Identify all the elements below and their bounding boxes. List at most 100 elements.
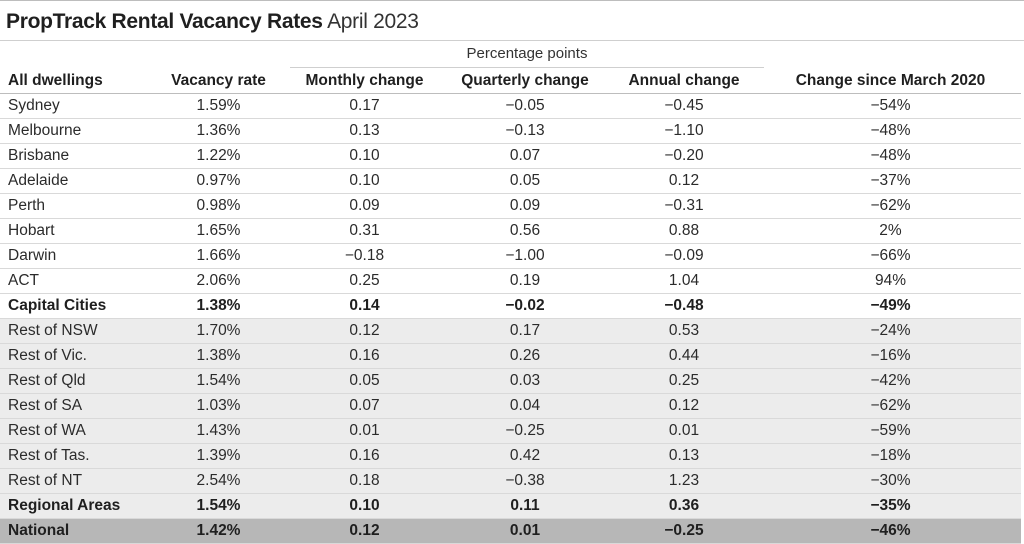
cell-vacancy-rate: 2.06%	[196, 272, 241, 289]
title-divider	[0, 40, 1024, 41]
vacancy-table: All dwellings Vacancy rate Monthly chang…	[0, 68, 1021, 544]
cell-monthly-change: 0.10	[349, 172, 380, 189]
cell-monthly-change: 0.05	[287, 368, 442, 394]
cell-change-since-2020: −37%	[870, 172, 911, 189]
cell-region: Rest of NSW	[0, 318, 150, 344]
cell-annual-change: 1.04	[668, 272, 700, 289]
cell-region: Melbourne	[8, 122, 82, 139]
cell-annual-change: 0.12	[668, 172, 700, 189]
cell-change-since-2020: −48%	[870, 122, 911, 139]
cell-change-since-2020: −59%	[760, 418, 1021, 444]
cell-change-since-2020: −42%	[760, 368, 1021, 394]
cell-annual-change: −0.48	[664, 297, 704, 314]
cell-vacancy-rate: 1.43%	[150, 418, 287, 444]
cell-annual-change: −0.09	[664, 247, 704, 264]
column-header-quarterly-change: Quarterly change	[442, 68, 608, 94]
cell-vacancy-rate: 1.54%	[150, 493, 287, 519]
cell-region: Rest of Qld	[0, 368, 150, 394]
cell-vacancy-rate: 1.38%	[150, 343, 287, 369]
cell-quarterly-change: −0.02	[505, 297, 545, 314]
cell-region: Brisbane	[8, 147, 70, 164]
cell-annual-change: 0.13	[608, 443, 760, 469]
cell-region: Hobart	[8, 222, 55, 239]
cell-change-since-2020: −18%	[760, 443, 1021, 469]
cell-change-since-2020: −30%	[760, 468, 1021, 494]
cell-quarterly-change: −0.13	[505, 122, 545, 139]
cell-monthly-change: 0.31	[349, 222, 380, 239]
column-header-monthly-change: Monthly change	[287, 68, 442, 94]
cell-region: Regional Areas	[0, 493, 150, 519]
cell-monthly-change: 0.09	[349, 197, 380, 214]
cell-quarterly-change: −0.25	[442, 418, 608, 444]
column-header-region: All dwellings	[0, 68, 150, 94]
title-bar: PropTrack Rental Vacancy Rates April 202…	[0, 0, 1024, 41]
cell-vacancy-rate: 1.54%	[150, 368, 287, 394]
cell-monthly-change: 0.12	[287, 518, 442, 544]
cell-change-since-2020: −16%	[760, 343, 1021, 369]
cell-change-since-2020: 94%	[874, 272, 907, 289]
table-row: National 1.42% 0.12 0.01 −0.25 −46%	[0, 518, 1021, 544]
cell-vacancy-rate: 1.39%	[150, 443, 287, 469]
column-header-vacancy-rate: Vacancy rate	[150, 68, 287, 94]
cell-vacancy-rate: 1.38%	[196, 297, 241, 314]
cell-change-since-2020: 2%	[879, 222, 902, 239]
table-row: Rest of WA 1.43% 0.01 −0.25 0.01 −59%	[0, 418, 1021, 444]
cell-monthly-change: 0.14	[349, 297, 380, 314]
cell-monthly-change: 0.16	[287, 343, 442, 369]
cell-region: Rest of Tas.	[0, 443, 150, 469]
cell-vacancy-rate: 1.66%	[196, 247, 241, 264]
cell-quarterly-change: 0.56	[509, 222, 541, 239]
cell-region: Darwin	[8, 247, 57, 264]
cell-change-since-2020: −24%	[760, 318, 1021, 344]
cell-region: Rest of NT	[0, 468, 150, 494]
cell-monthly-change: 0.10	[287, 493, 442, 519]
cell-annual-change: −0.45	[664, 97, 704, 114]
title-period: April 2023	[327, 10, 419, 33]
cell-vacancy-rate: 1.59%	[196, 97, 241, 114]
cell-monthly-change: 0.18	[287, 468, 442, 494]
cell-monthly-change: 0.10	[349, 147, 380, 164]
cell-change-since-2020: −48%	[870, 147, 911, 164]
cell-monthly-change: 0.16	[287, 443, 442, 469]
cell-change-since-2020: −46%	[760, 518, 1021, 544]
cell-quarterly-change: −0.05	[505, 97, 545, 114]
cell-annual-change: 0.25	[608, 368, 760, 394]
table-row: Hobart 1.65% 0.31 0.56 0.88 2%	[0, 219, 1021, 244]
cell-monthly-change: 0.25	[349, 272, 380, 289]
table-row: Darwin 1.66% −0.18 −1.00 −0.09 −66%	[0, 244, 1021, 269]
table-row: Melbourne 1.36% 0.13 −0.13 −1.10 −48%	[0, 119, 1021, 144]
cell-region: Perth	[8, 197, 46, 214]
group-header-percentage-points: Percentage points	[466, 45, 588, 62]
table-row: Adelaide 0.97% 0.10 0.05 0.12 −37%	[0, 169, 1021, 194]
table-row: Regional Areas 1.54% 0.10 0.11 0.36 −35%	[0, 493, 1021, 519]
cell-annual-change: 0.36	[608, 493, 760, 519]
cell-change-since-2020: −66%	[870, 247, 911, 264]
cell-monthly-change: 0.01	[287, 418, 442, 444]
group-header-divider	[290, 67, 764, 68]
cell-region: Rest of WA	[0, 418, 150, 444]
cell-region: Sydney	[8, 97, 60, 114]
cell-region: Capital Cities	[8, 297, 107, 314]
cell-quarterly-change: 0.05	[509, 172, 541, 189]
cell-quarterly-change: 0.11	[442, 493, 608, 519]
title-main: PropTrack Rental Vacancy Rates	[6, 10, 323, 33]
cell-vacancy-rate: 2.54%	[150, 468, 287, 494]
cell-annual-change: −1.10	[664, 122, 704, 139]
cell-annual-change: −0.25	[608, 518, 760, 544]
table-row: Rest of SA 1.03% 0.07 0.04 0.12 −62%	[0, 393, 1021, 419]
cell-annual-change: −0.20	[664, 147, 704, 164]
cell-annual-change: 0.44	[608, 343, 760, 369]
cell-vacancy-rate: 1.03%	[150, 393, 287, 419]
cell-vacancy-rate: 1.42%	[150, 518, 287, 544]
cell-change-since-2020: −49%	[870, 297, 911, 314]
table-row: Sydney 1.59% 0.17 −0.05 −0.45 −54%	[0, 94, 1021, 119]
table-row: Rest of Tas. 1.39% 0.16 0.42 0.13 −18%	[0, 443, 1021, 469]
cell-change-since-2020: −54%	[870, 97, 911, 114]
cell-vacancy-rate: 0.98%	[196, 197, 241, 214]
cell-annual-change: 0.12	[608, 393, 760, 419]
cell-quarterly-change: 0.04	[442, 393, 608, 419]
cell-region: Rest of Vic.	[0, 343, 150, 369]
cell-annual-change: −0.31	[664, 197, 704, 214]
cell-annual-change: 1.23	[608, 468, 760, 494]
